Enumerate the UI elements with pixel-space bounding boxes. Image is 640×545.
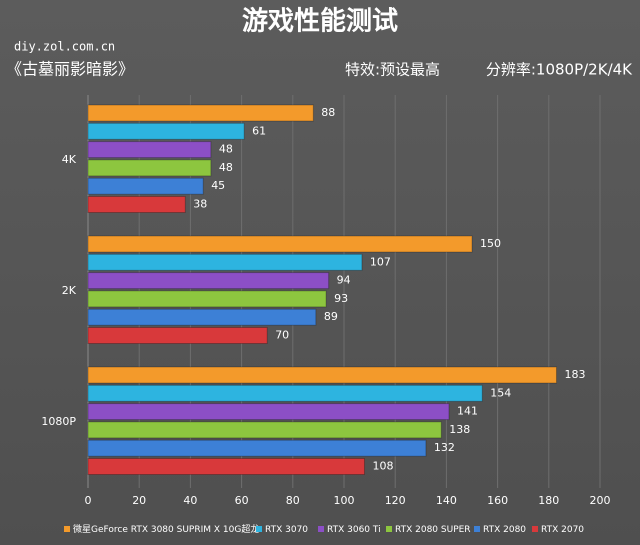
subtitle: 特效:预设最高 xyxy=(345,61,440,79)
value-label: 132 xyxy=(434,441,455,454)
bar xyxy=(87,122,245,140)
x-tick-label: 40 xyxy=(183,494,197,507)
legend-label: RTX 2080 SUPER xyxy=(395,525,471,535)
value-label: 94 xyxy=(337,274,351,287)
bar xyxy=(87,196,186,213)
value-label: 61 xyxy=(252,124,266,137)
chart-title: 游戏性能测试 xyxy=(242,6,398,37)
bar xyxy=(87,458,365,475)
bar xyxy=(87,384,483,402)
legend-swatch xyxy=(318,526,324,532)
bar xyxy=(87,403,450,421)
value-label: 93 xyxy=(334,292,348,305)
bar xyxy=(87,253,363,271)
x-tick-label: 0 xyxy=(85,494,92,507)
value-label: 141 xyxy=(457,405,478,418)
x-tick-label: 120 xyxy=(385,494,406,507)
bar xyxy=(87,308,317,326)
bar xyxy=(87,159,212,177)
legend-label: RTX 2080 xyxy=(483,525,526,535)
bar xyxy=(87,141,212,159)
x-tick-label: 60 xyxy=(235,494,249,507)
bar xyxy=(87,439,427,457)
legend-label: 微星GeForce RTX 3080 SUPRIM X 10G超龙 xyxy=(73,523,259,535)
x-tick-label: 100 xyxy=(334,494,355,507)
y-tick-label: 1080P xyxy=(41,415,76,428)
value-label: 48 xyxy=(219,143,233,156)
legend-label: RTX 3070 xyxy=(265,525,308,535)
value-label: 138 xyxy=(449,423,470,436)
value-label: 89 xyxy=(324,310,338,323)
x-tick-label: 80 xyxy=(286,494,300,507)
value-label: 150 xyxy=(480,237,501,250)
x-tick-label: 20 xyxy=(132,494,146,507)
value-label: 38 xyxy=(193,198,207,211)
value-label: 107 xyxy=(370,255,391,268)
bar xyxy=(87,177,204,195)
y-tick-label: 4K xyxy=(62,153,77,166)
subtitle: 分辨率:1080P/2K/4K xyxy=(486,61,633,79)
legend-swatch xyxy=(64,526,70,532)
y-tick-label: 2K xyxy=(62,284,77,297)
value-label: 48 xyxy=(219,161,233,174)
legend-label: RTX 2070 xyxy=(541,525,584,535)
x-tick-label: 140 xyxy=(436,494,457,507)
value-label: 183 xyxy=(564,368,585,381)
source: diy.zol.com.cn xyxy=(14,40,115,54)
legend-swatch xyxy=(474,526,480,532)
legend-swatch xyxy=(532,526,538,532)
bar xyxy=(87,366,557,384)
value-label: 108 xyxy=(372,460,393,473)
legend-swatch xyxy=(256,526,262,532)
value-label: 88 xyxy=(321,106,335,119)
bar xyxy=(87,235,473,253)
legend-label: RTX 3060 Ti xyxy=(327,525,381,535)
value-label: 154 xyxy=(490,386,511,399)
value-label: 70 xyxy=(275,329,289,342)
bar xyxy=(87,104,314,122)
x-tick-label: 200 xyxy=(590,494,611,507)
bar xyxy=(87,290,327,308)
x-tick-label: 160 xyxy=(487,494,508,507)
bar xyxy=(87,327,268,344)
bar xyxy=(87,421,442,439)
legend-swatch xyxy=(386,526,392,532)
x-tick-label: 180 xyxy=(538,494,559,507)
bar xyxy=(87,272,330,290)
value-label: 45 xyxy=(211,179,225,192)
game-name: 《古墓丽影暗影》 xyxy=(6,60,134,79)
